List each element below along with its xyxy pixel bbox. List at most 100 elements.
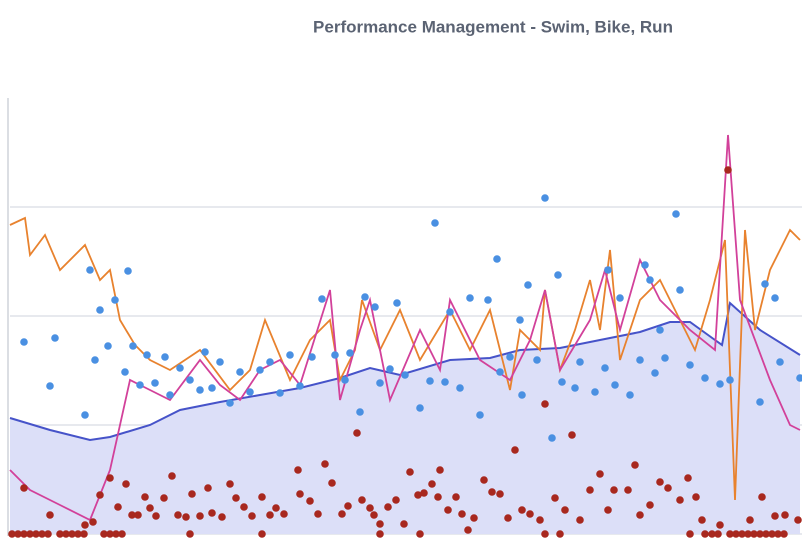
point bbox=[656, 326, 664, 334]
point bbox=[266, 358, 274, 366]
point bbox=[541, 530, 549, 538]
line bbox=[9, 134, 801, 522]
point bbox=[186, 376, 194, 384]
point bbox=[738, 530, 746, 538]
point bbox=[258, 530, 266, 538]
point bbox=[384, 503, 392, 511]
point bbox=[496, 368, 504, 376]
point bbox=[236, 368, 244, 376]
point bbox=[20, 484, 28, 492]
point bbox=[168, 472, 176, 480]
point bbox=[128, 511, 136, 519]
point bbox=[146, 504, 154, 512]
point bbox=[406, 468, 414, 476]
point bbox=[38, 530, 46, 538]
point bbox=[416, 404, 424, 412]
point bbox=[276, 389, 284, 397]
point bbox=[636, 511, 644, 519]
point bbox=[746, 516, 754, 524]
point bbox=[218, 513, 226, 521]
point bbox=[143, 351, 151, 359]
point bbox=[176, 364, 184, 372]
point bbox=[20, 530, 28, 538]
point bbox=[86, 266, 94, 274]
point bbox=[51, 334, 59, 342]
point bbox=[112, 530, 120, 538]
point bbox=[686, 361, 694, 369]
point bbox=[554, 271, 562, 279]
point bbox=[568, 431, 576, 439]
point bbox=[32, 530, 40, 538]
chart-title: Performance Management - Swim, Bike, Run bbox=[313, 17, 673, 36]
point bbox=[493, 255, 501, 263]
point bbox=[631, 461, 639, 469]
point bbox=[661, 354, 669, 362]
point bbox=[118, 530, 126, 538]
point bbox=[774, 530, 782, 538]
point bbox=[414, 491, 422, 499]
point bbox=[151, 379, 159, 387]
point bbox=[533, 356, 541, 364]
point bbox=[104, 342, 112, 350]
point bbox=[558, 378, 566, 386]
point bbox=[216, 358, 224, 366]
point bbox=[226, 399, 234, 407]
point bbox=[641, 261, 649, 269]
point bbox=[361, 293, 369, 301]
point bbox=[428, 480, 436, 488]
point bbox=[781, 511, 789, 519]
point bbox=[136, 381, 144, 389]
point bbox=[161, 353, 169, 361]
point bbox=[506, 353, 514, 361]
point bbox=[446, 308, 454, 316]
point bbox=[100, 530, 108, 538]
point bbox=[744, 530, 752, 538]
point bbox=[686, 530, 694, 538]
point bbox=[466, 294, 474, 302]
point bbox=[74, 530, 82, 538]
point bbox=[756, 398, 764, 406]
point bbox=[604, 266, 612, 274]
point bbox=[386, 365, 394, 373]
point bbox=[456, 384, 464, 392]
point bbox=[551, 494, 559, 502]
point bbox=[646, 276, 654, 284]
point bbox=[321, 460, 329, 468]
point bbox=[796, 374, 802, 382]
point bbox=[610, 486, 618, 494]
point bbox=[701, 530, 709, 538]
point bbox=[392, 496, 400, 504]
point bbox=[434, 493, 442, 501]
point bbox=[511, 446, 519, 454]
point bbox=[114, 503, 122, 511]
point bbox=[166, 391, 174, 399]
point bbox=[470, 514, 478, 522]
point bbox=[516, 316, 524, 324]
point bbox=[526, 510, 534, 518]
point bbox=[346, 349, 354, 357]
point bbox=[68, 530, 76, 538]
point bbox=[96, 491, 104, 499]
point bbox=[416, 530, 424, 538]
point bbox=[761, 280, 769, 288]
point bbox=[541, 400, 549, 408]
point bbox=[370, 511, 378, 519]
point bbox=[476, 411, 484, 419]
point bbox=[318, 295, 326, 303]
point bbox=[106, 474, 114, 482]
point bbox=[626, 391, 634, 399]
point bbox=[266, 511, 274, 519]
point bbox=[616, 294, 624, 302]
point bbox=[651, 369, 659, 377]
point bbox=[441, 378, 449, 386]
point bbox=[771, 294, 779, 302]
point bbox=[756, 530, 764, 538]
point bbox=[561, 506, 569, 514]
point bbox=[504, 514, 512, 522]
point bbox=[776, 358, 784, 366]
point bbox=[548, 434, 556, 442]
point bbox=[122, 480, 130, 488]
point bbox=[518, 391, 526, 399]
point bbox=[636, 356, 644, 364]
